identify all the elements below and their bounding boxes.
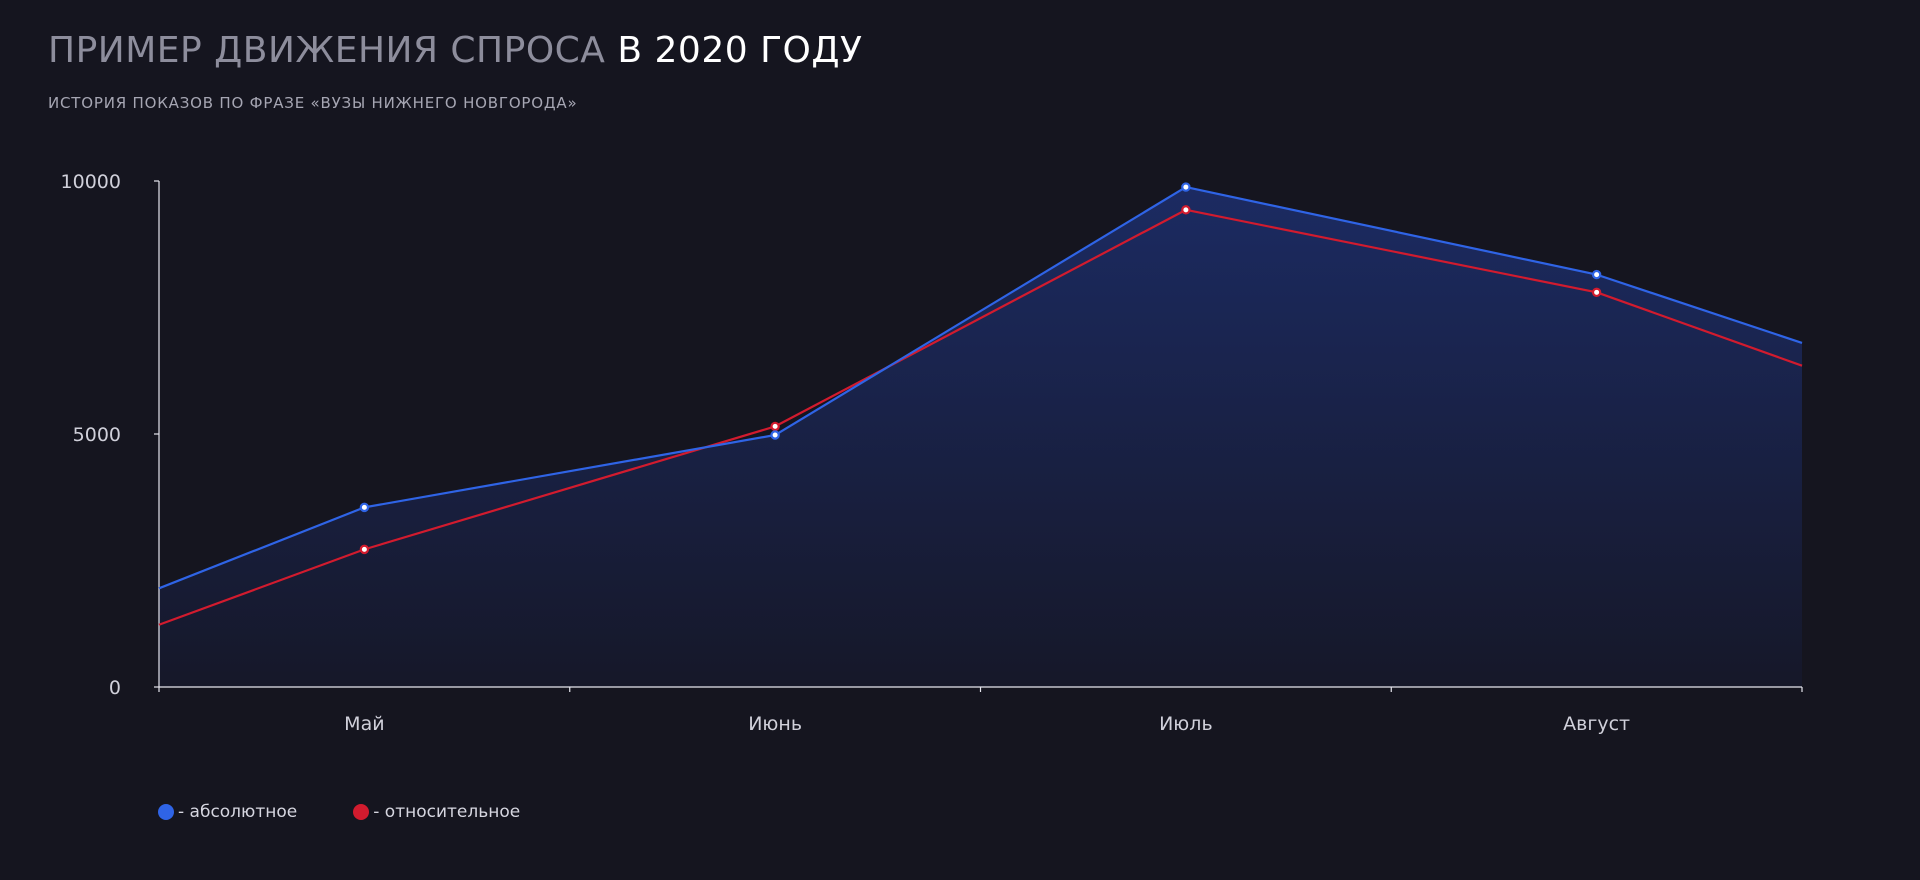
series-point-0 <box>1591 269 1602 280</box>
legend-label-relative: - относительное <box>373 802 521 822</box>
x-tick-label: Июль <box>1159 713 1213 735</box>
legend-dot-absolute <box>158 804 174 820</box>
y-tick-label: 10000 <box>61 171 121 193</box>
x-tick-label: Август <box>1563 713 1630 735</box>
series-line-1 <box>158 208 1803 626</box>
series-point-1 <box>1181 205 1191 215</box>
legend-item-relative: - относительное <box>353 802 520 822</box>
legend-label-absolute: - абсолютное <box>178 802 298 822</box>
series-point-0 <box>359 502 370 513</box>
series-point-0 <box>1181 182 1191 192</box>
series-point-1 <box>359 544 370 555</box>
y-tick-label: 5000 <box>73 424 121 446</box>
area-fill <box>159 187 1802 687</box>
series-line-0 <box>158 185 1803 590</box>
x-tick-label: Май <box>344 713 384 735</box>
legend-item-absolute: - абсолютное <box>158 802 297 822</box>
y-tick-label: 0 <box>109 677 121 699</box>
legend-dot-relative <box>353 804 370 820</box>
series-point-0 <box>770 430 780 440</box>
chart-subtitle: ИСТОРИЯ ПОКАЗОВ ПО ФРАЗЕ «ВУЗЫ НИЖНЕГО Н… <box>48 94 578 112</box>
title-part-muted: ПРИМЕР ДВИЖЕНИЯ СПРОСА <box>48 30 606 71</box>
series-point-1 <box>1591 287 1602 298</box>
legend: - абсолютное - относительное <box>158 802 520 822</box>
title-part-bright: В 2020 ГОДУ <box>617 30 863 71</box>
chart-title: ПРИМЕР ДВИЖЕНИЯ СПРОСА В 2020 ГОДУ <box>48 30 862 71</box>
x-tick-label: Июнь <box>748 713 802 735</box>
series-point-1 <box>770 421 780 432</box>
